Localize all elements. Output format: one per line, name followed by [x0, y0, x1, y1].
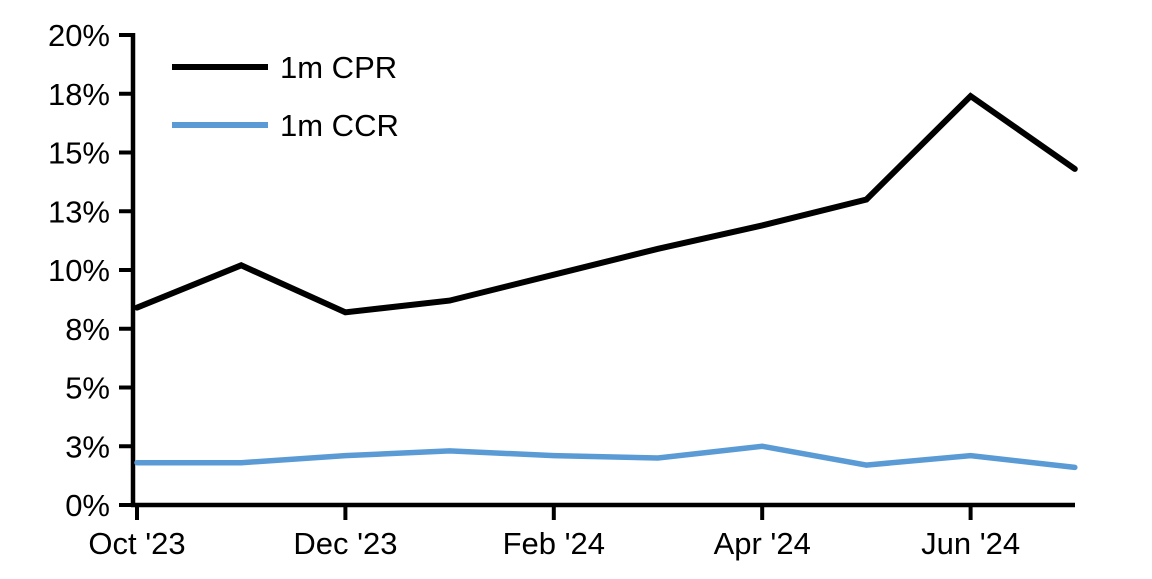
x-axis-tick-label: Jun '24 — [921, 526, 1020, 561]
legend: 1m CPR 1m CCR — [172, 50, 399, 143]
y-axis: 20% 18% 15% 13% 10% 8% 5% 3% 0% — [48, 18, 133, 523]
series-lines — [134, 92, 1078, 471]
x-axis-tick-label: Oct '23 — [88, 526, 185, 561]
y-axis-tick-label: 15% — [48, 136, 110, 171]
legend-label-1m-cpr: 1m CPR — [280, 50, 397, 85]
x-axis: Oct '23 Dec '23 Feb '24 Apr '24 Jun '24 — [88, 505, 1020, 561]
y-axis-tick-label: 13% — [48, 194, 110, 229]
y-axis-tick-label: 18% — [48, 77, 110, 112]
y-axis-tick-label: 10% — [48, 253, 110, 288]
x-axis-tick-label: Feb '24 — [503, 526, 605, 561]
x-axis-tick-label: Apr '24 — [714, 526, 811, 561]
y-axis-tick-label: 3% — [65, 429, 110, 464]
x-axis-tick-label: Dec '23 — [293, 526, 397, 561]
series-line-1m-ccr — [134, 443, 1078, 471]
series-line-1m-cpr — [134, 92, 1078, 316]
y-axis-tick-label: 8% — [65, 312, 110, 347]
y-axis-tick-label: 20% — [48, 18, 110, 53]
y-axis-tick-label: 5% — [65, 371, 110, 406]
legend-label-1m-ccr: 1m CCR — [280, 108, 399, 143]
y-axis-tick-label: 0% — [65, 488, 110, 523]
